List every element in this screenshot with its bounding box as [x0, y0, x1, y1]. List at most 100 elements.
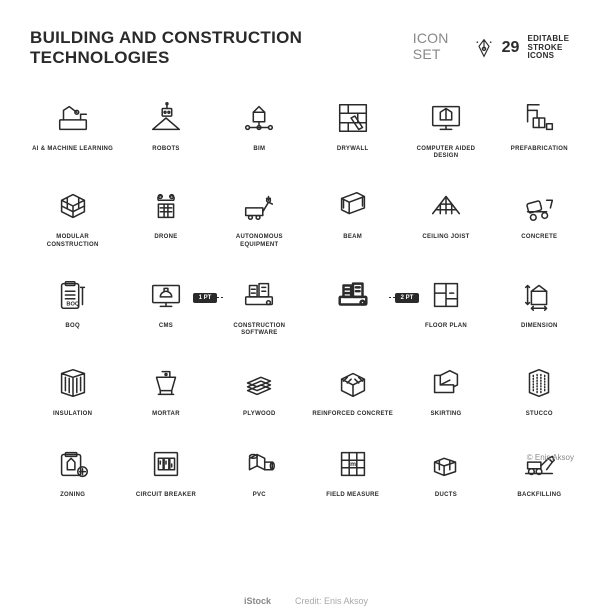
icon-cell-construction-software-2: 2 PT — [310, 275, 395, 337]
icon-label: DRONE — [154, 234, 177, 241]
icon-label: AI & MACHINE LEARNING — [32, 146, 113, 153]
reinforced-concrete-icon — [333, 363, 373, 403]
icon-cell-circuit-breaker: CIRCUIT BREAKER — [123, 444, 208, 499]
backfilling-icon — [519, 444, 559, 484]
icon-cell-ceiling-joist: CEILING JOIST — [403, 186, 488, 248]
drywall-icon — [333, 98, 373, 138]
icon-label: PVC — [253, 492, 266, 499]
field-measure-icon: m — [333, 444, 373, 484]
icon-cell-construction-software: CONSTRUCTION SOFTWARE1 PT — [217, 275, 302, 337]
icon-label: CEILING JOIST — [422, 234, 469, 241]
header: BUILDING AND CONSTRUCTION TECHNOLOGIES I… — [30, 28, 582, 68]
icon-cell-reinforced-concrete: REINFORCED CONCRETE — [310, 363, 395, 418]
badge-count: 29 — [502, 39, 520, 57]
icon-label: AUTONOMOUS EQUIPMENT — [217, 234, 302, 248]
icon-label: CMS — [159, 323, 173, 330]
icon-cell-field-measure: m FIELD MEASURE — [310, 444, 395, 499]
mortar-icon — [146, 363, 186, 403]
cms-icon — [146, 275, 186, 315]
icon-cell-stucco: STUCCO — [497, 363, 582, 418]
icon-cell-plywood: PLYWOOD — [217, 363, 302, 418]
construction-software-icon — [239, 275, 279, 315]
icon-cell-autonomous-equipment: AUTONOMOUS EQUIPMENT — [217, 186, 302, 248]
watermark-credit: Credit: Enis Aksoy — [295, 596, 368, 606]
icon-label: REINFORCED CONCRETE — [312, 411, 393, 418]
icon-cell-insulation: INSULATION — [30, 363, 115, 418]
robots-icon — [146, 98, 186, 138]
icon-cell-skirting: SKIRTING — [403, 363, 488, 418]
icon-cell-prefabrication: PREFABRICATION — [497, 98, 582, 160]
icon-cell-ai-machine-learning: AI & MACHINE LEARNING — [30, 98, 115, 160]
icon-label: MORTAR — [152, 411, 180, 418]
icon-label: DUCTS — [435, 492, 457, 499]
icon-grid: AI & MACHINE LEARNING ROBOTS BIM DRYWALL COM… — [30, 98, 582, 500]
icon-label: BOQ — [65, 323, 80, 330]
skirting-icon — [426, 363, 466, 403]
svg-text:BOQ: BOQ — [66, 301, 80, 307]
beam-icon — [333, 186, 373, 226]
icon-cell-robots: ROBOTS — [123, 98, 208, 160]
icon-cell-beam: BEAM — [310, 186, 395, 248]
icon-label: ZONING — [60, 492, 85, 499]
plywood-icon — [239, 363, 279, 403]
stroke-weight-1pt: 1 PT — [193, 293, 218, 303]
icon-label: DRYWALL — [337, 146, 369, 153]
icon-label: CONCRETE — [521, 234, 557, 241]
prefabrication-icon — [519, 98, 559, 138]
title-main: BUILDING AND CONSTRUCTION TECHNOLOGIES — [30, 28, 405, 68]
title-sub: ICON SET — [413, 30, 474, 62]
icon-cell-cms: CMS — [123, 275, 208, 337]
pvc-icon — [239, 444, 279, 484]
icon-cell-bim: BIM — [217, 98, 302, 160]
zoning-icon — [53, 444, 93, 484]
pen-nib-icon — [474, 37, 494, 59]
icon-cell-ducts: DUCTS — [403, 444, 488, 499]
icon-cell-zoning: ZONING — [30, 444, 115, 499]
boq-icon: BOQ — [53, 275, 93, 315]
svg-text:m: m — [350, 461, 356, 468]
icon-cell-drone: DRONE — [123, 186, 208, 248]
circuit-breaker-icon — [146, 444, 186, 484]
icon-label: DIMENSION — [521, 323, 558, 330]
dimension-icon — [519, 275, 559, 315]
icon-cell-concrete: CONCRETE — [497, 186, 582, 248]
icon-label: BIM — [253, 146, 265, 153]
icon-cell-pvc: PVC — [217, 444, 302, 499]
icon-label: CIRCUIT BREAKER — [136, 492, 196, 499]
floor-plan-icon — [426, 275, 466, 315]
icon-cell-boq: BOQ BOQ — [30, 275, 115, 337]
modular-construction-icon — [53, 186, 93, 226]
stucco-icon — [519, 363, 559, 403]
concrete-icon — [519, 186, 559, 226]
icon-label: FLOOR PLAN — [425, 323, 467, 330]
icon-cell-dimension: DIMENSION — [497, 275, 582, 337]
icon-cell-mortar: MORTAR — [123, 363, 208, 418]
bim-icon — [239, 98, 279, 138]
ceiling-joist-icon — [426, 186, 466, 226]
icon-label: PREFABRICATION — [511, 146, 568, 153]
icon-label: SKIRTING — [430, 411, 461, 418]
title-group: BUILDING AND CONSTRUCTION TECHNOLOGIES I… — [30, 28, 474, 68]
cad-icon — [426, 98, 466, 138]
construction-software-2-icon — [333, 275, 373, 315]
icon-label: INSULATION — [53, 411, 92, 418]
ai-machine-learning-icon — [53, 98, 93, 138]
icon-label: MODULAR CONSTRUCTION — [30, 234, 115, 248]
icon-cell-floor-plan: FLOOR PLAN — [403, 275, 488, 337]
icon-label: BEAM — [343, 234, 362, 241]
icon-label: ROBOTS — [152, 146, 179, 153]
icon-cell-cad: COMPUTER AIDED DESIGN — [403, 98, 488, 160]
ducts-icon — [426, 444, 466, 484]
icon-cell-modular-construction: MODULAR CONSTRUCTION — [30, 186, 115, 248]
icon-label: CONSTRUCTION SOFTWARE — [233, 323, 285, 337]
icon-label: FIELD MEASURE — [326, 492, 379, 499]
insulation-icon — [53, 363, 93, 403]
icon-label: STUCCO — [526, 411, 553, 418]
badge-text: EDITABLESTROKE ICONS — [527, 35, 582, 61]
drone-icon — [146, 186, 186, 226]
badge: 29 EDITABLESTROKE ICONS — [474, 35, 582, 61]
watermark: iStock Credit: Enis Aksoy — [244, 596, 368, 606]
autonomous-equipment-icon — [239, 186, 279, 226]
watermark-brand: iStock — [244, 596, 271, 606]
icon-cell-drywall: DRYWALL — [310, 98, 395, 160]
